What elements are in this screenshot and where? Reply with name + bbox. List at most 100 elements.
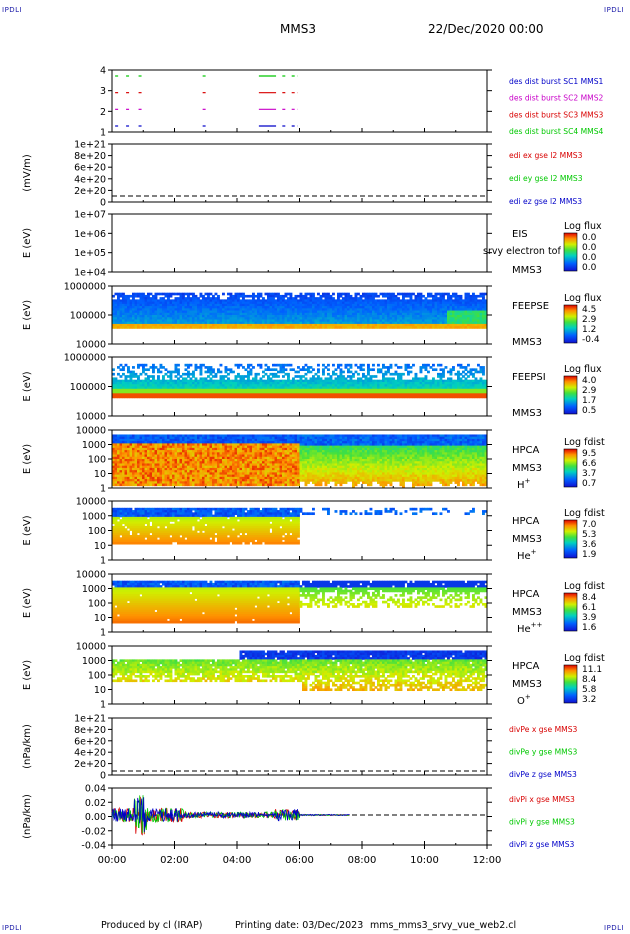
- heat-cell: [284, 384, 288, 387]
- heat-cell: [239, 323, 243, 327]
- heat-cell: [209, 368, 213, 372]
- heat-cell: [157, 317, 160, 320]
- heat-cell: [474, 321, 478, 325]
- heat-cell: [384, 323, 388, 327]
- heat-cell: [389, 315, 393, 318]
- heat-cell: [194, 467, 198, 471]
- heat-cell: [132, 319, 135, 323]
- heat-cell: [412, 299, 415, 303]
- heat-cell: [144, 438, 148, 442]
- heat-cell: [412, 393, 415, 396]
- heat-cell: [482, 292, 485, 296]
- heat-cell: [342, 317, 345, 320]
- heat-cell: [237, 297, 240, 300]
- heat-cell: [417, 310, 420, 314]
- heat-cell: [312, 377, 315, 381]
- heat-cell: [439, 379, 443, 383]
- heat-cell: [134, 395, 138, 399]
- heat-cell: [192, 317, 195, 320]
- heat-cell: [444, 319, 448, 323]
- heat-cell: [159, 465, 163, 469]
- heat-cell: [484, 379, 488, 383]
- heat-cell: [174, 438, 178, 442]
- heat-cell: [259, 363, 263, 367]
- heat-cell: [287, 375, 290, 378]
- heat-cell: [264, 363, 268, 367]
- heat-cell: [169, 317, 173, 320]
- heat-cell: [309, 377, 313, 381]
- heat-cell: [452, 319, 455, 323]
- heat-cell: [319, 301, 323, 305]
- heat-cell: [312, 303, 315, 307]
- heat-cell: [404, 384, 408, 387]
- heat-cell: [337, 315, 340, 318]
- heat-cell: [232, 301, 235, 305]
- heat-cell: [447, 384, 450, 387]
- heat-cell: [222, 299, 225, 303]
- heat-cell: [152, 315, 155, 318]
- heat-cell: [182, 386, 185, 390]
- heat-cell: [142, 434, 145, 438]
- heatmap-hpca_h: [111, 429, 488, 489]
- heat-cell: [379, 381, 383, 385]
- heat-cell: [374, 375, 378, 378]
- heat-cell: [484, 306, 488, 309]
- heat-cell: [342, 393, 345, 396]
- heat-cell: [167, 379, 170, 383]
- heat-cell: [324, 292, 328, 296]
- heat-cell: [177, 467, 180, 471]
- y-axis-label: (mV/m): [22, 154, 33, 192]
- heat-cell: [474, 312, 478, 316]
- heat-cell: [122, 393, 125, 396]
- heat-cell: [179, 445, 183, 449]
- heat-cell: [289, 386, 293, 390]
- heat-cell: [139, 456, 143, 460]
- heat-cell: [127, 299, 130, 303]
- heat-cell: [139, 470, 143, 473]
- heat-cell: [434, 306, 438, 309]
- heat-cell: [462, 386, 465, 390]
- heat-cell: [309, 391, 313, 394]
- heat-cell: [294, 395, 298, 399]
- heat-cell: [129, 323, 133, 327]
- heat-cell: [197, 447, 200, 451]
- heat-cell: [457, 370, 460, 374]
- heat-cell: [262, 386, 265, 390]
- heat-cell: [152, 476, 155, 480]
- heat-cell: [447, 317, 450, 320]
- heat-cell: [204, 395, 208, 399]
- heat-cell: [429, 393, 433, 396]
- heat-cell: [292, 368, 295, 372]
- heat-cell: [454, 381, 458, 385]
- heat-cell: [249, 384, 253, 387]
- heat-cell: [447, 321, 450, 325]
- heat-cell: [369, 386, 373, 390]
- heat-cell: [459, 317, 463, 320]
- heat-cell: [297, 303, 300, 307]
- heat-cell: [437, 315, 440, 318]
- heat-cell: [252, 393, 255, 396]
- heat-cell: [372, 375, 375, 378]
- heat-cell: [297, 370, 300, 374]
- heat-cell: [417, 384, 420, 387]
- heat-cell: [159, 303, 163, 307]
- heat-cell: [182, 297, 185, 300]
- heat-cell: [414, 319, 418, 323]
- heat-cell: [422, 381, 425, 385]
- heat-cell: [324, 321, 328, 325]
- heat-cell: [179, 481, 183, 484]
- heat-cell: [342, 370, 345, 374]
- heat-cell: [452, 315, 455, 318]
- heat-cell: [254, 315, 258, 318]
- heat-cell: [197, 379, 200, 383]
- heat-cell: [427, 384, 430, 387]
- heat-cell: [259, 393, 263, 396]
- heat-cell: [349, 299, 353, 303]
- heat-cell: [117, 436, 120, 440]
- heat-cell: [284, 315, 288, 318]
- heat-cell: [442, 301, 445, 305]
- heat-cell: [129, 310, 133, 314]
- heat-cell: [112, 294, 115, 298]
- heat-cell: [137, 465, 140, 469]
- heat-cell: [209, 299, 213, 303]
